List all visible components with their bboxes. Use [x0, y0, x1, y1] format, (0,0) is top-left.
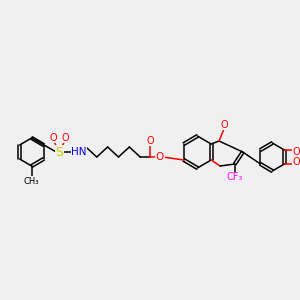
Text: O: O: [50, 133, 57, 143]
Text: O: O: [292, 157, 300, 167]
Text: O: O: [292, 147, 300, 157]
Text: S: S: [55, 146, 63, 158]
Text: HN: HN: [71, 147, 87, 157]
Text: O: O: [220, 120, 228, 130]
Text: O: O: [146, 136, 154, 146]
Text: CF₃: CF₃: [227, 172, 243, 182]
Text: O: O: [61, 133, 69, 143]
Text: O: O: [156, 152, 164, 162]
Text: CH₃: CH₃: [24, 176, 39, 185]
